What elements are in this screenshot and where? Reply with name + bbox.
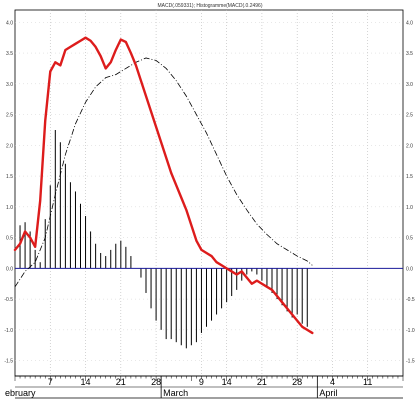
y-tick-label-left: 1.0: [6, 205, 13, 211]
x-tick-label: 11: [363, 377, 372, 387]
x-tick-label: 14: [81, 377, 91, 387]
y-tick-label-right: 0.5: [406, 236, 413, 242]
y-tick-label-left: 0.5: [6, 236, 13, 242]
x-tick-label: 7: [48, 377, 53, 387]
grid-layer: [14, 9, 404, 377]
month-label: March: [163, 388, 188, 398]
y-tick-label-right: 1.0: [406, 205, 413, 211]
line-layer: [13, 36, 403, 335]
x-tick-label: 28: [151, 377, 161, 387]
y-tick-label-left: 2.5: [6, 113, 13, 119]
y-tick-label-left: -1.0: [4, 328, 13, 334]
y-tick-label-left: -1.5: [4, 359, 13, 365]
y-tick-label-left: 3.5: [6, 51, 13, 57]
signal-line: [14, 57, 313, 288]
axis-layer: 4.0 4.0 3.5 3.5 3.0 3.0 2.5 2.5 2.0 2.0 1.5 1.5 1.0 1…: [4, 20, 415, 399]
month-label: April: [319, 388, 337, 398]
month-label: ebruary: [5, 388, 36, 398]
y-tick-label-right: 2.0: [406, 143, 413, 149]
x-tick-label: 21: [116, 377, 126, 387]
y-tick-label-left: -0.5: [4, 297, 13, 303]
y-tick-label-right: 1.5: [406, 174, 413, 180]
y-tick-label-left: 2.0: [6, 143, 13, 149]
x-tick-label: 4: [330, 377, 335, 387]
y-tick-label-right: 3.0: [406, 82, 413, 88]
y-tick-label-left: 0.0: [6, 266, 13, 272]
y-tick-label-right: 3.5: [406, 51, 413, 57]
y-tick-label-left: 1.5: [6, 174, 13, 180]
y-tick-label-right: 2.5: [406, 113, 413, 119]
y-tick-label-right: 4.0: [406, 20, 413, 26]
x-tick-label: 21: [257, 377, 267, 387]
y-tick-label-left: 4.0: [6, 20, 13, 26]
y-tick-label-right: -1.5: [406, 359, 415, 365]
x-tick-label: 9: [199, 377, 204, 387]
y-tick-label-right: -0.5: [406, 297, 415, 303]
y-tick-label-right: 0.0: [406, 266, 413, 272]
y-tick-label-right: -1.0: [406, 328, 415, 334]
plot-frame: [14, 9, 404, 377]
y-tick-label-left: 3.0: [6, 82, 13, 88]
x-tick-label: 14: [222, 377, 232, 387]
x-tick-label: 28: [292, 377, 302, 387]
macd-line: [13, 36, 314, 335]
chart-title: MACD(.059331); Histogramme(MACD(.0.2496): [157, 3, 262, 9]
histogram-layer: [19, 129, 308, 349]
